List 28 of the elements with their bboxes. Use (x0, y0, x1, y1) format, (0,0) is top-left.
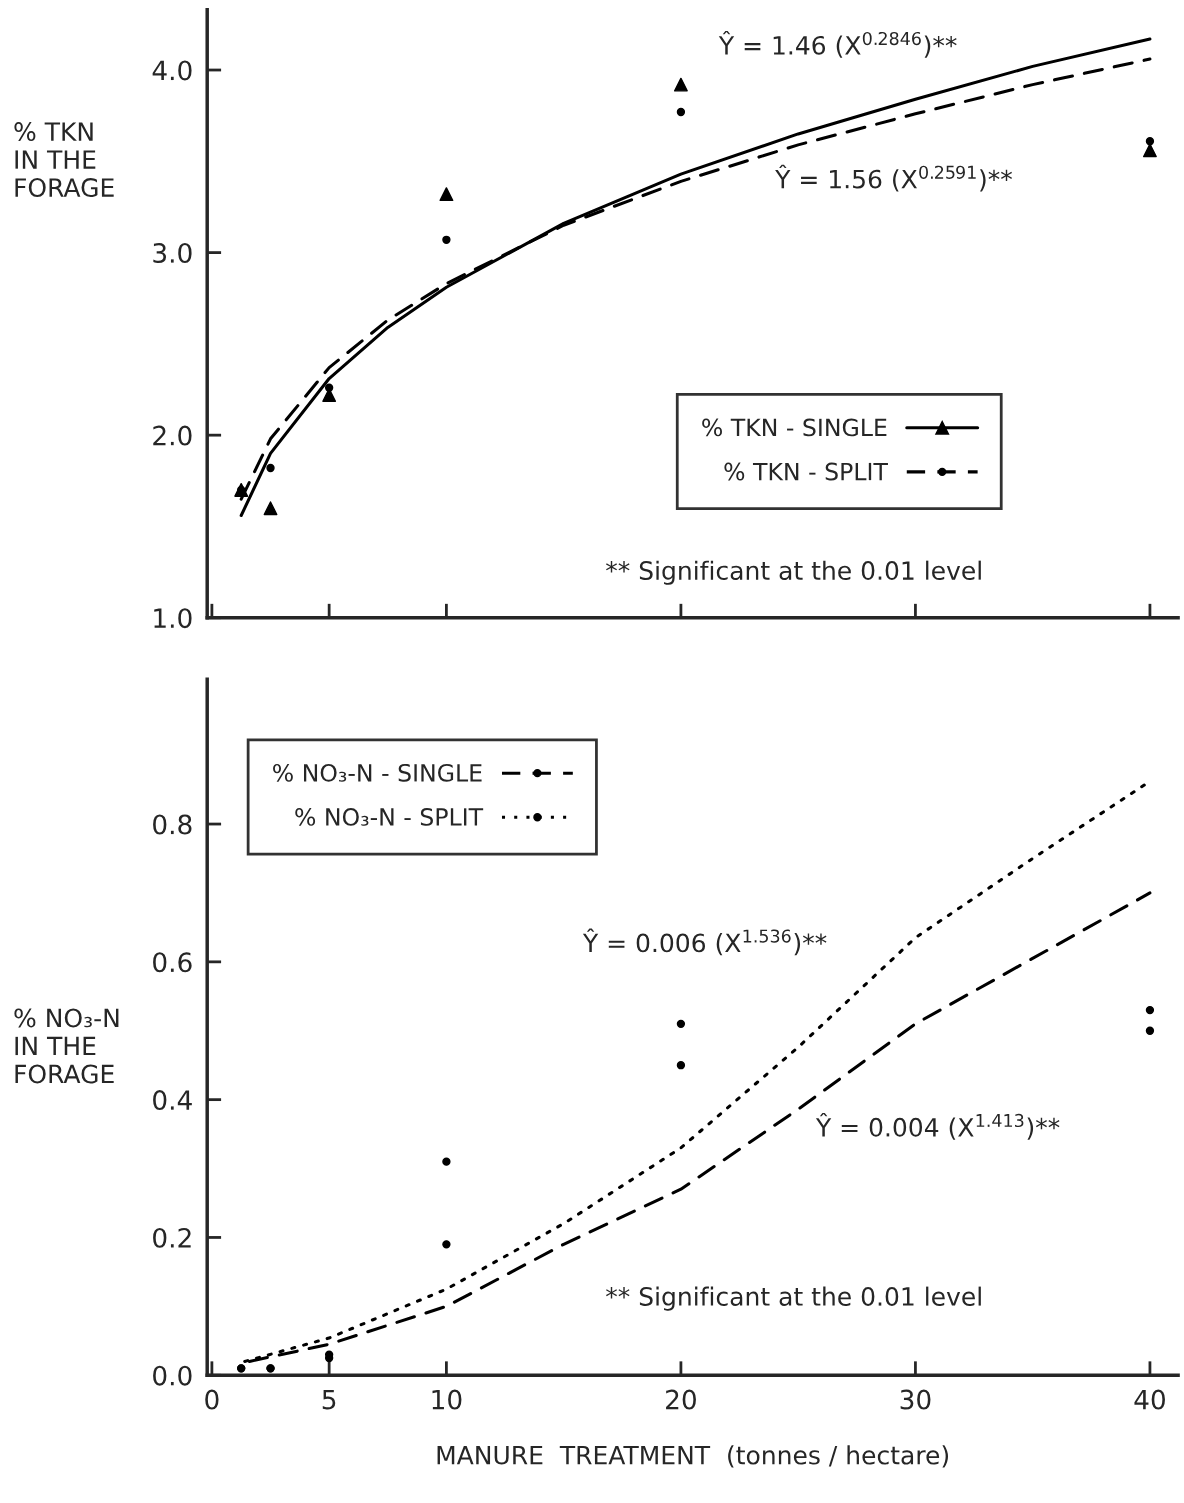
annotation: Ŷ = 1.56 (X$^{0.2591}$)** (775, 164, 1013, 192)
annotation: Ŷ = 1.46 (X$^{0.2846}$)** (718, 31, 957, 58)
y-tick-label: 3.0 (153, 243, 192, 263)
legend-label: % TKN - SINGLE (702, 418, 887, 437)
x-tick-label: 30 (900, 1389, 931, 1410)
y-tick-label: 2.0 (153, 425, 192, 446)
x-tick-label: 40 (1134, 1389, 1165, 1410)
y-tick-label: 0.8 (153, 814, 192, 835)
legend-label: % NO₃-N - SPLIT (295, 808, 484, 826)
y-tick-label: 0.2 (153, 1227, 191, 1248)
x-tick-label: 5 (322, 1389, 336, 1410)
annotation: ** Significant at the 0.01 level (606, 1286, 981, 1311)
annotation: ** Significant at the 0.01 level (606, 560, 981, 585)
x-axis-title: MANURE TREATMENT (tonnes / hectare) (437, 1445, 949, 1468)
y-axis-title: % TKN IN THE FORAGE (14, 122, 114, 198)
y-tick-label: 0.0 (153, 1365, 192, 1386)
annotation: Ŷ = 0.004 (X$^{1.413}$)** (815, 1113, 1060, 1140)
x-tick-label: 20 (666, 1389, 696, 1410)
y-tick-label: 1.0 (154, 608, 192, 629)
annotation: Ŷ = 0.006 (X$^{1.536}$)** (582, 928, 827, 956)
y-axis-title: % NO₃-N IN THE FORAGE (14, 1008, 119, 1084)
y-tick-label: 4.0 (152, 60, 192, 81)
y-tick-label: 0.4 (153, 1090, 192, 1111)
x-tick-label: 10 (432, 1389, 462, 1410)
x-tick-label: 0 (205, 1389, 219, 1410)
legend-label: % NO₃-N - SINGLE (273, 763, 482, 782)
legend-label: % TKN - SPLIT (724, 462, 888, 481)
y-tick-label: 0.6 (153, 952, 192, 973)
